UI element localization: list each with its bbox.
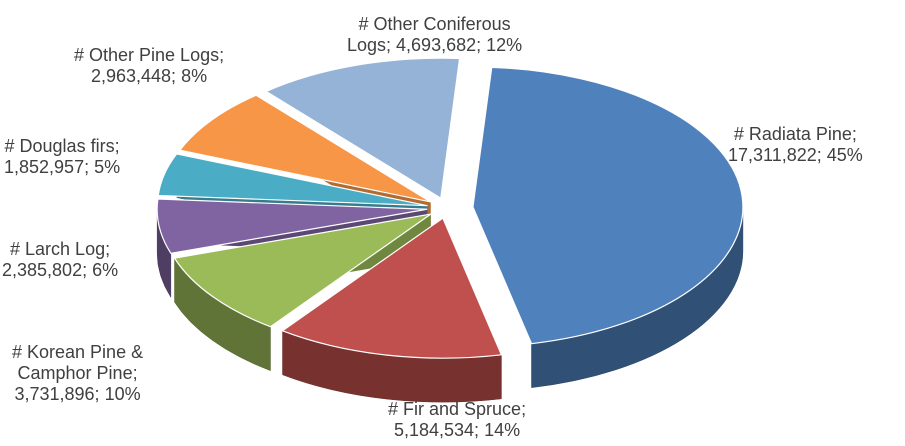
label-radiata-pine: # Radiata Pine; 17,311,822; 45% [728,124,863,166]
label-line: # Larch Log; [10,239,111,259]
label-douglas-firs: # Douglas firs; 1,852,957; 5% [4,136,120,178]
label-line: 17,311,822; 45% [728,145,863,165]
label-line: 1,852,957; 5% [4,157,121,177]
label-line: # Fir and Spruce; [388,399,527,419]
label-line: # Other Pine Logs; [74,45,225,65]
label-line: Camphor Pine; [17,363,138,383]
slice-other-pine-logs [178,94,432,203]
label-line: 3,731,896; 10% [14,384,141,404]
pie-slices [156,57,744,403]
slice-korean-pine [173,213,432,328]
label-fir-and-spruce: # Fir and Spruce; 5,184,534; 14% [388,399,526,441]
slice-larch-log [156,198,428,254]
slice-other-coniferous-logs [264,57,461,200]
label-larch-log: # Larch Log; 2,385,802; 6% [2,239,118,281]
label-line: # Douglas firs; [4,136,120,156]
label-other-coniferous-logs: # Other Coniferous Logs; 4,693,682; 12% [347,14,522,56]
label-other-pine-logs: # Other Pine Logs; 2,963,448; 8% [74,45,224,87]
label-line: 2,385,802; 6% [2,260,119,280]
slice-douglas-firs [157,153,428,207]
label-line: Logs; 4,693,682; 12% [347,35,523,55]
label-line: # Korean Pine & [12,342,144,362]
label-line: # Radiata Pine; [733,124,857,144]
slice-fir-and-spruce [281,217,503,359]
label-line: 2,963,448; 8% [90,66,208,86]
label-line: # Other Coniferous [358,14,511,34]
label-korean-pine: # Korean Pine & Camphor Pine; 3,731,896;… [12,342,143,405]
slice-radiata-pine [472,66,744,345]
label-line: 5,184,534; 14% [393,420,521,440]
